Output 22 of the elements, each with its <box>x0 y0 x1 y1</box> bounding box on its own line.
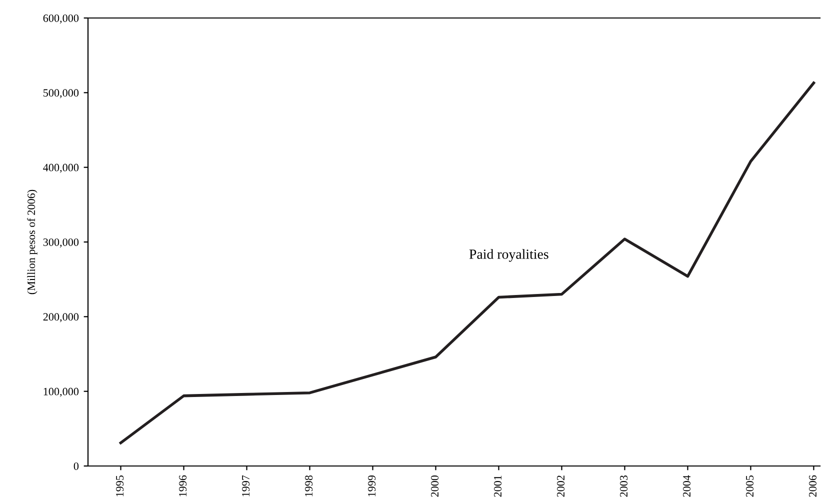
y-tick-label: 200,000 <box>43 313 79 322</box>
y-tick-label: 400,000 <box>43 164 79 173</box>
x-tick-label: 1995 <box>116 475 124 496</box>
x-tick-label: 2001 <box>494 476 502 497</box>
x-tick-label: 2000 <box>431 475 439 497</box>
x-tick-label: 2004 <box>682 475 690 497</box>
x-tick-label: 1996 <box>179 475 187 496</box>
x-tick-label: 2005 <box>746 475 754 497</box>
x-tick-label: 2003 <box>620 475 628 497</box>
x-tick-label: 2006 <box>808 475 816 497</box>
x-tick-label: 1997 <box>242 475 250 496</box>
x-tick-label: 1998 <box>305 475 313 496</box>
text: Paid royalities <box>469 249 548 262</box>
y-tick-label: 300,000 <box>43 238 79 248</box>
y-tick-label: 600,000 <box>43 14 79 24</box>
x-tick-label: 2002 <box>557 476 564 497</box>
x-tick-label: 1999 <box>368 475 376 496</box>
y-tick-label: 100,000 <box>44 388 79 397</box>
y-axis-title: (Million pesos of 2006) <box>27 190 38 294</box>
line-series <box>119 82 816 444</box>
y-tick-label: 0 <box>74 462 79 470</box>
y-tick-label: 500,000 <box>44 89 79 98</box>
